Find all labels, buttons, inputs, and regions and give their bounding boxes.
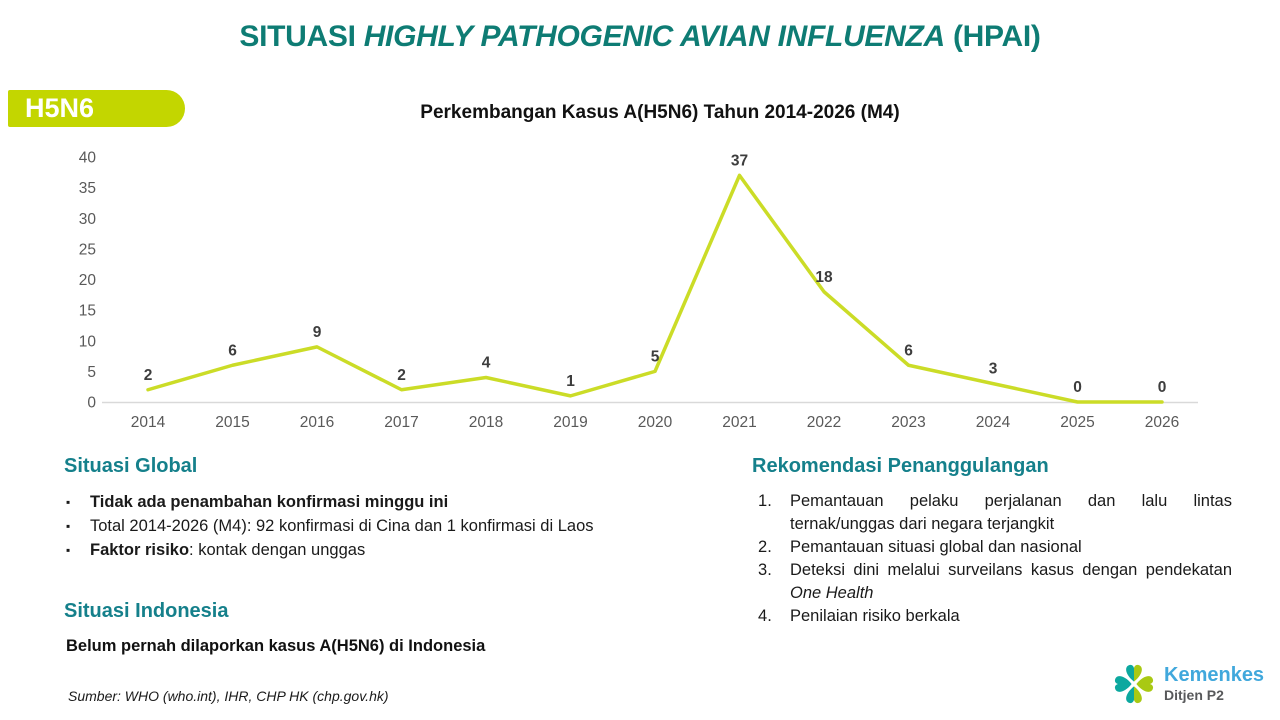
svg-text:37: 37: [731, 152, 748, 169]
svg-text:2019: 2019: [553, 414, 587, 431]
svg-text:10: 10: [79, 333, 97, 350]
svg-text:2024: 2024: [976, 414, 1011, 431]
global-bullets: Tidak ada penambahan konfirmasi minggu i…: [64, 490, 684, 562]
svg-text:2018: 2018: [469, 414, 503, 431]
recommendation-item: Penilaian risiko berkala: [758, 605, 960, 628]
recommendation-item: Pemantauan pelaku perjalanan dan lalu li…: [758, 490, 1232, 533]
svg-text:0: 0: [1073, 379, 1082, 396]
title-prefix: SITUASI: [239, 20, 364, 53]
svg-text:2020: 2020: [638, 414, 673, 431]
svg-text:1: 1: [566, 373, 575, 390]
svg-text:20: 20: [79, 272, 97, 289]
chart-title: Perkembangan Kasus A(H5N6) Tahun 2014-20…: [420, 102, 900, 123]
h5n6-trend-line-chart: 0 5 10 15 20 25 30 35 40 2014 2015 2016 2017 2018 2019…: [60, 145, 1200, 440]
svg-text:18: 18: [815, 269, 833, 286]
svg-text:3: 3: [989, 361, 998, 378]
svg-text:6: 6: [904, 342, 913, 359]
svg-text:40: 40: [79, 150, 97, 167]
global-bullet-item: Tidak ada penambahan konfirmasi minggu i…: [64, 490, 684, 514]
svg-text:4: 4: [482, 355, 491, 372]
svg-text:2016: 2016: [300, 414, 334, 431]
global-bullet-item: Total 2014-2026 (M4): 92 konfirmasi di C…: [64, 514, 684, 538]
svg-text:15: 15: [79, 303, 96, 320]
svg-text:5: 5: [651, 348, 660, 365]
title-suffix: (HPAI): [944, 20, 1041, 53]
recommendation-item: Deteksi dini melalui surveilans kasus de…: [758, 559, 1232, 602]
indonesia-situation-heading: Situasi Indonesia: [64, 600, 229, 622]
svg-text:25: 25: [79, 241, 96, 258]
h5n6-badge: H5N6: [8, 90, 185, 127]
svg-text:0: 0: [87, 395, 96, 412]
recommendations-list: Pemantauan pelaku perjalanan dan lalu li…: [756, 490, 1232, 628]
svg-text:2014: 2014: [131, 414, 166, 431]
svg-text:2026: 2026: [1145, 414, 1179, 431]
logo-name: Kemenkes: [1164, 664, 1265, 687]
recommendations-heading: Rekomendasi Penanggulangan: [752, 455, 1049, 477]
source-note: Sumber: WHO (who.int), IHR, CHP HK (chp.…: [68, 688, 389, 704]
svg-text:2021: 2021: [722, 414, 756, 431]
kemenkes-clover-icon: [1114, 664, 1154, 704]
recommendation-item: Pemantauan situasi global dan nasional: [758, 536, 1082, 559]
kemenkes-logo: Kemenkes Ditjen P2: [1112, 661, 1264, 707]
page-title: SITUASI HIGHLY PATHOGENIC AVIAN INFLUENZ…: [0, 20, 1280, 54]
svg-text:2017: 2017: [384, 414, 418, 431]
svg-text:30: 30: [79, 211, 97, 228]
svg-text:2025: 2025: [1060, 414, 1094, 431]
logo-subtitle: Ditjen P2: [1164, 687, 1224, 704]
svg-text:2015: 2015: [215, 414, 249, 431]
svg-text:35: 35: [79, 180, 96, 197]
indonesia-situation-text: Belum pernah dilaporkan kasus A(H5N6) di…: [66, 637, 486, 655]
title-italic: HIGHLY PATHOGENIC AVIAN INFLUENZA: [363, 20, 946, 53]
svg-text:0: 0: [1158, 379, 1167, 396]
svg-text:2: 2: [397, 367, 406, 384]
svg-text:2022: 2022: [807, 414, 841, 431]
global-situation-heading: Situasi Global: [64, 455, 198, 477]
svg-text:2023: 2023: [891, 414, 925, 431]
svg-text:9: 9: [313, 324, 322, 341]
svg-text:2: 2: [144, 367, 153, 384]
svg-text:6: 6: [228, 342, 237, 359]
kemenkes-logo-text: Kemenkes Ditjen P2: [1164, 665, 1264, 703]
global-bullet-item: Faktor risiko: kontak dengan unggas: [64, 538, 684, 562]
svg-text:5: 5: [87, 364, 96, 381]
